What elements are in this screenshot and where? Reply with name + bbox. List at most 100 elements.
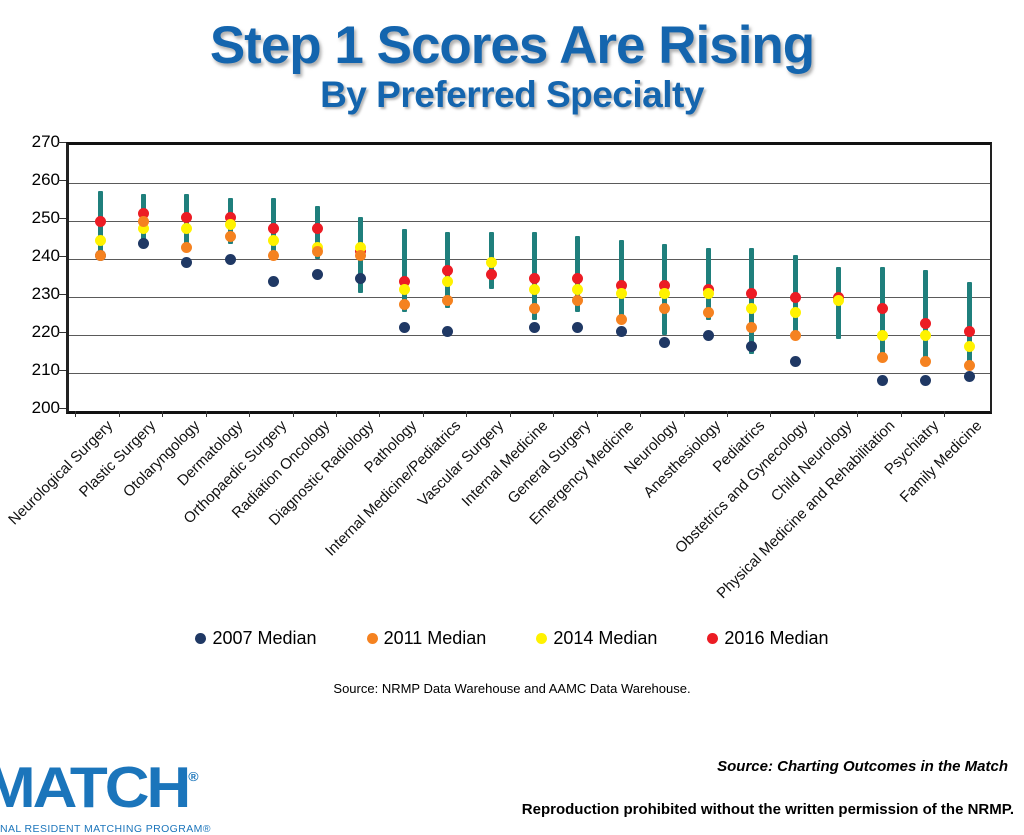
footer-reproduction-line: Reproduction prohibited without the writ…: [521, 801, 1014, 818]
y-axis-tick: [58, 294, 66, 295]
data-point-2007-median: [398, 321, 410, 333]
data-point-2016-median: [920, 318, 932, 330]
y-axis-label: 210: [31, 360, 60, 379]
data-point-2011-median: [702, 306, 714, 318]
x-axis-tick: [379, 411, 381, 417]
data-point-2007-median: [529, 321, 540, 333]
data-point-2016-median: [963, 325, 975, 337]
data-point-2011-median: [659, 302, 671, 314]
data-point-2007-median: [702, 329, 714, 341]
legend-label: 2016 Median: [724, 628, 829, 648]
data-point-2011-median: [311, 245, 323, 257]
x-axis-tick: [162, 411, 164, 417]
y-axis-tick: [58, 256, 66, 257]
data-point-2011-median: [920, 356, 932, 368]
range-bar: [705, 247, 711, 320]
data-point-2007-median: [268, 276, 280, 288]
data-point-2007-median: [572, 321, 584, 333]
legend: 2007 Median 2011 Median 2014 Median 2016 Me…: [0, 628, 1024, 649]
data-point-2007-median: [181, 257, 193, 269]
data-point-2007-median: [746, 340, 758, 352]
data-point-2007-median: [311, 268, 323, 280]
gridline: [69, 258, 990, 260]
y-axis-tick: [58, 370, 66, 371]
legend-dot-icon: [366, 633, 378, 644]
data-point-2007-median: [920, 375, 932, 387]
data-point-2016-median: [876, 302, 888, 314]
x-axis-tick: [292, 411, 294, 417]
y-axis-tick: [58, 142, 66, 143]
data-point-2011-median: [268, 249, 280, 261]
data-point-2007-median: [224, 253, 236, 265]
legend-label: 2011 Median: [383, 628, 487, 648]
range-bar: [923, 270, 929, 358]
data-point-2011-median: [615, 314, 627, 326]
data-point-2007-median: [442, 325, 454, 337]
data-point-2016-median: [224, 211, 236, 223]
x-axis-tick: [509, 411, 511, 417]
data-point-2016-median: [137, 207, 149, 219]
gridline: [69, 334, 990, 336]
data-point-2014-median: [746, 302, 758, 314]
y-axis-tick: [58, 332, 66, 333]
x-axis-tick: [770, 411, 772, 417]
footer-source-line: Source: Charting Outcomes in the Match: [717, 758, 1008, 775]
data-point-2014-median: [94, 234, 106, 246]
x-axis-tick: [249, 411, 251, 417]
y-axis-label: 230: [31, 284, 60, 303]
data-point-2011-median: [876, 352, 888, 364]
data-point-2014-median: [485, 257, 497, 269]
x-axis-tick: [75, 411, 77, 417]
range-bar: [401, 228, 407, 313]
data-point-2011-median: [529, 302, 540, 314]
data-point-2016-median: [268, 223, 280, 235]
y-axis-label: 260: [31, 170, 60, 189]
y-axis-label: 220: [31, 322, 60, 341]
x-axis-tick: [422, 411, 424, 417]
x-axis-tick: [118, 411, 120, 417]
data-point-2011-median: [746, 321, 758, 333]
data-point-2014-median: [833, 295, 845, 307]
y-axis-label: 250: [31, 208, 60, 227]
range-bar: [749, 247, 755, 354]
y-axis-label: 270: [31, 132, 60, 151]
data-point-2014-median: [702, 287, 714, 299]
data-point-2011-median: [137, 215, 149, 227]
gridline: [69, 182, 990, 184]
data-point-2007-median: [789, 356, 801, 368]
match-logo-text: MATCH®: [0, 756, 199, 820]
range-bar: [966, 281, 972, 370]
nrmp-match-logo: MATCH® NAL RESIDENT MATCHING PROGRAM®: [0, 760, 211, 835]
data-point-2007-median: [137, 238, 149, 250]
legend-item-2007-median: 2007 Median: [195, 628, 317, 649]
data-point-2016-median: [398, 276, 410, 288]
x-axis-tick: [553, 411, 555, 417]
data-point-2016-median: [615, 280, 627, 292]
data-point-2016-median: [311, 223, 323, 235]
data-point-2016-median: [746, 287, 758, 299]
x-axis-tick: [596, 411, 598, 417]
data-point-2014-median: [876, 329, 888, 341]
data-point-2014-median: [659, 287, 671, 299]
data-point-2016-median: [442, 264, 454, 276]
x-axis-tick: [900, 411, 902, 417]
data-point-2011-median: [963, 359, 975, 371]
gridline: [69, 220, 990, 222]
data-point-2014-median: [398, 283, 410, 295]
y-axis-label: 200: [31, 398, 60, 417]
x-axis-tick: [466, 411, 468, 417]
data-point-2014-median: [789, 306, 801, 318]
data-point-2014-median: [181, 223, 193, 235]
data-point-2016-median: [659, 280, 671, 292]
data-point-2016-median: [572, 272, 584, 284]
legend-dot-icon: [536, 633, 548, 644]
data-point-2011-median: [789, 329, 801, 341]
data-point-2011-median: [94, 249, 106, 261]
legend-item-2016-median: 2016 Median: [707, 628, 829, 649]
data-point-2011-median: [355, 249, 367, 261]
x-axis-tick: [205, 411, 207, 417]
x-axis-tick: [640, 411, 642, 417]
x-axis-tick: [683, 411, 685, 417]
data-point-2007-median: [963, 371, 975, 383]
